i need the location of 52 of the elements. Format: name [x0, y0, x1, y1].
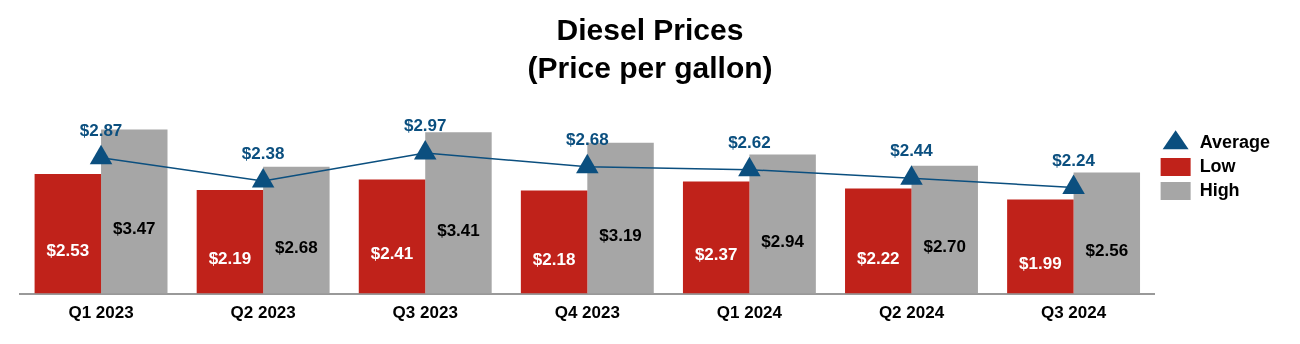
bar — [1007, 199, 1074, 294]
bar — [911, 165, 978, 294]
data-label: $2.38 — [241, 144, 285, 164]
data-label: $3.41 — [437, 220, 480, 240]
data-label: $2.22 — [856, 248, 900, 268]
data-label: $2.97 — [403, 116, 447, 136]
bar — [682, 181, 750, 294]
x-tick-label: Q3 2024 — [1040, 303, 1107, 323]
point — [576, 153, 599, 174]
point — [89, 144, 113, 165]
x-tick-label: Q3 2023 — [392, 303, 458, 323]
point — [251, 167, 275, 188]
point — [413, 140, 437, 160]
data-label: $2.37 — [694, 245, 738, 265]
x-tick-label: Q2 2024 — [878, 303, 945, 323]
bar — [749, 154, 816, 294]
point — [900, 165, 923, 185]
data-label: $3.47 — [113, 219, 156, 239]
legend-label: Low — [1199, 155, 1237, 176]
bar — [520, 190, 588, 294]
chart-subtitle: (Price per gallon) — [527, 51, 773, 85]
bar — [425, 132, 492, 294]
x-tick-label: Q1 2024 — [716, 303, 783, 323]
data-label: $2.68 — [275, 237, 318, 257]
data-label: $2.70 — [923, 237, 966, 257]
bar — [358, 179, 426, 294]
data-label: $2.87 — [79, 121, 123, 140]
legend-label: High — [1199, 179, 1240, 200]
data-label: $2.56 — [1085, 240, 1129, 260]
data-label: $2.94 — [761, 231, 805, 251]
x-tick-label: Q2 2023 — [230, 303, 296, 323]
data-label: $2.18 — [532, 249, 576, 269]
data-label: $2.24 — [1052, 150, 1096, 170]
data-label: $2.19 — [208, 249, 252, 269]
bar — [34, 173, 102, 294]
data-label: $3.19 — [599, 225, 642, 245]
x-tick-label: Q4 2023 — [554, 303, 620, 323]
x-tick-label: Q1 2023 — [68, 303, 134, 323]
data-label: $1.99 — [1019, 254, 1062, 274]
bar — [196, 189, 264, 294]
point — [738, 156, 761, 177]
legend-label: Average — [1199, 131, 1270, 152]
data-label: $2.68 — [566, 129, 609, 149]
bar — [263, 166, 330, 294]
point — [1062, 174, 1085, 195]
bar — [845, 188, 912, 294]
chart-title: Diesel Prices — [556, 13, 744, 47]
data-label: $2.44 — [890, 141, 934, 161]
data-label: $2.62 — [728, 132, 771, 152]
bar — [1073, 172, 1141, 294]
data-label: $2.41 — [370, 244, 414, 264]
data-label: $2.53 — [46, 241, 90, 261]
